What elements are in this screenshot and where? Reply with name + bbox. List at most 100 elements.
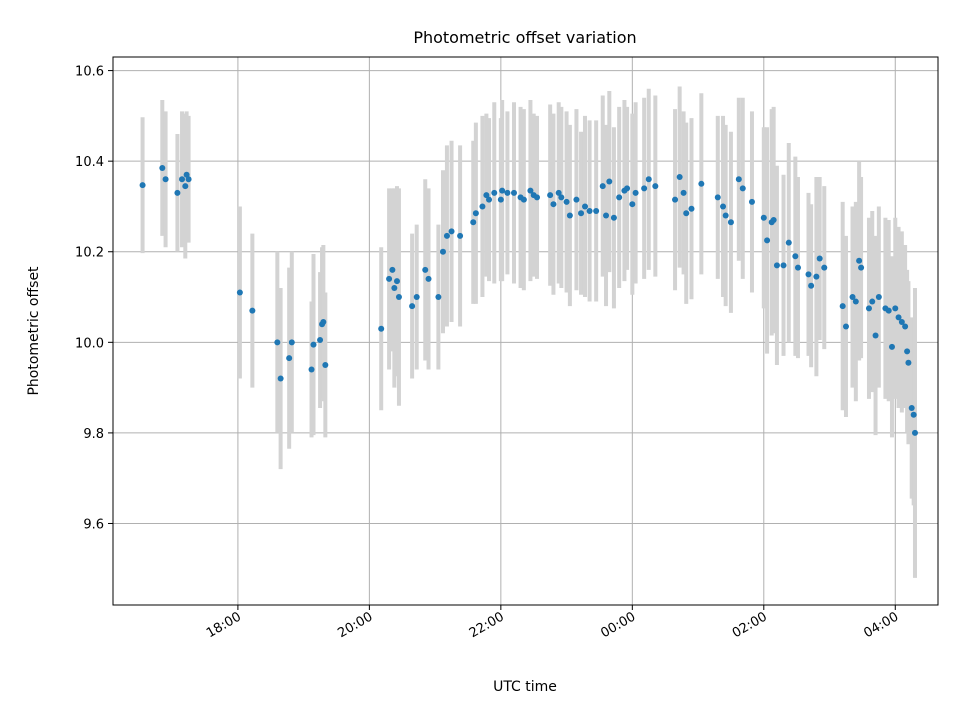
data-point xyxy=(286,355,293,362)
data-points xyxy=(139,164,918,436)
data-point xyxy=(849,294,856,301)
data-point xyxy=(764,237,771,244)
data-point xyxy=(510,189,517,196)
data-point xyxy=(185,176,192,183)
data-point xyxy=(603,212,610,219)
data-point xyxy=(714,194,721,201)
plot-frame xyxy=(112,56,939,606)
data-point xyxy=(865,305,872,312)
data-point xyxy=(409,303,416,310)
data-point xyxy=(792,253,799,260)
data-point xyxy=(770,217,777,224)
data-point xyxy=(558,194,565,201)
data-point xyxy=(885,307,892,314)
data-point xyxy=(182,183,189,190)
data-point xyxy=(310,341,317,348)
data-point xyxy=(249,307,256,314)
data-point xyxy=(856,257,863,264)
data-point xyxy=(794,264,801,271)
data-point xyxy=(573,196,580,203)
data-point xyxy=(440,248,446,255)
data-point xyxy=(892,305,899,312)
data-point xyxy=(858,264,865,271)
data-point xyxy=(773,262,780,269)
data-point xyxy=(780,262,787,269)
data-point xyxy=(274,339,281,346)
data-point xyxy=(483,192,490,199)
data-point xyxy=(905,359,912,366)
data-point xyxy=(179,176,186,183)
data-point xyxy=(159,164,166,171)
data-point xyxy=(629,201,636,208)
data-point xyxy=(448,228,455,235)
data-point xyxy=(581,203,588,210)
data-point xyxy=(816,255,823,262)
data-point xyxy=(183,171,190,178)
y-tick-label: 10.0 xyxy=(75,336,104,351)
data-point xyxy=(727,219,734,226)
data-point xyxy=(391,284,398,291)
data-point xyxy=(443,232,450,239)
y-tick-label: 10.2 xyxy=(75,246,104,261)
data-point xyxy=(534,194,541,201)
data-point xyxy=(606,178,613,185)
data-point xyxy=(641,185,648,192)
data-point xyxy=(616,194,623,201)
y-tick-label: 10.6 xyxy=(75,65,104,80)
data-point xyxy=(785,239,792,246)
data-point xyxy=(393,278,400,285)
data-point xyxy=(593,207,600,214)
data-point xyxy=(632,189,639,196)
y-tick-label: 9.6 xyxy=(83,517,104,532)
data-point xyxy=(422,266,429,273)
data-point xyxy=(720,203,727,210)
data-point xyxy=(908,404,915,411)
data-point xyxy=(162,176,169,183)
data-point xyxy=(610,214,617,221)
data-point xyxy=(566,212,573,219)
data-point xyxy=(895,314,902,321)
data-point xyxy=(386,275,393,282)
data-point xyxy=(527,187,534,194)
data-point xyxy=(497,196,504,203)
data-point xyxy=(479,203,486,210)
data-point xyxy=(599,183,606,190)
data-point xyxy=(236,289,243,296)
data-point xyxy=(898,318,905,325)
data-point xyxy=(547,192,554,199)
data-point xyxy=(735,176,742,183)
data-point xyxy=(472,210,479,217)
data-point xyxy=(672,196,679,203)
data-point xyxy=(904,348,911,355)
data-point xyxy=(139,182,146,189)
data-point xyxy=(378,325,385,332)
data-point xyxy=(888,343,895,350)
data-point xyxy=(842,323,849,330)
data-point xyxy=(322,361,329,368)
data-point xyxy=(652,183,659,190)
data-point xyxy=(586,207,593,214)
data-point xyxy=(808,282,815,289)
data-point xyxy=(555,189,562,196)
data-point xyxy=(821,264,828,271)
data-point xyxy=(499,187,506,194)
data-point xyxy=(910,411,917,418)
data-point xyxy=(624,185,631,192)
data-point xyxy=(504,189,511,196)
data-point xyxy=(760,214,767,221)
data-point xyxy=(902,323,909,330)
data-point xyxy=(320,318,327,325)
data-point xyxy=(739,185,746,192)
data-point xyxy=(578,210,585,217)
data-point xyxy=(676,174,683,181)
chart-title: Photometric offset variation xyxy=(413,28,636,47)
data-point xyxy=(317,337,324,344)
data-point xyxy=(813,273,820,280)
data-point xyxy=(563,198,570,205)
data-point xyxy=(470,219,477,226)
data-point xyxy=(425,275,432,282)
data-point xyxy=(389,266,396,273)
data-point xyxy=(308,366,315,373)
data-point xyxy=(520,196,527,203)
data-point xyxy=(839,303,846,310)
